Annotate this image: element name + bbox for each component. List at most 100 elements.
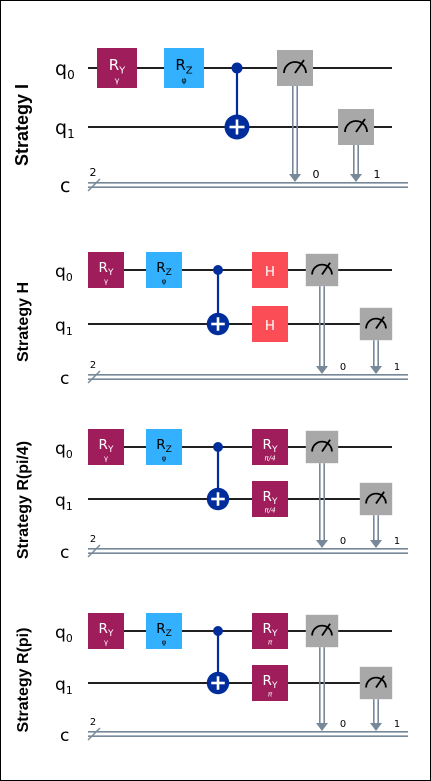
bundle-slash — [87, 178, 101, 192]
bundle-size: 2 — [90, 534, 96, 545]
register-label-q0-sub: 0 — [66, 448, 73, 461]
measure-1-meter-needle — [321, 439, 331, 453]
measure-2-arrow — [370, 366, 382, 374]
register-label-q1: q1 — [55, 675, 73, 697]
measure-2-bit: 1 — [394, 719, 400, 730]
measure-1-box — [277, 50, 313, 86]
gate-ry-extra-1-box — [252, 429, 288, 465]
measure-1-bit: 0 — [340, 719, 346, 730]
gate-ry-extra-2-label-sub: Y — [271, 681, 278, 691]
measure-2-box — [359, 666, 393, 700]
register-label-q0-main: q — [55, 623, 66, 643]
strategy-label: Strategy H — [15, 282, 32, 362]
measure-1-meter-needle — [321, 262, 331, 276]
gate-ry-extra-2-label-main: R — [263, 673, 272, 689]
register-label-q0: q0 — [55, 58, 75, 82]
measure-1-arrow — [316, 366, 328, 374]
measure-1-meter-needle — [321, 623, 331, 637]
gate-ry-1-label-main: R — [99, 260, 108, 276]
gate-ry-extra-2-label-sub: Y — [271, 497, 278, 507]
gate-ry-1-label-sub: Y — [107, 629, 114, 639]
register-label-q1-sub: 1 — [67, 127, 75, 141]
register-label-q1: q1 — [55, 117, 75, 141]
gate-ry-1-param: γ — [104, 638, 109, 647]
register-label-q0-main: q — [55, 58, 67, 80]
register-label-q1-sub: 1 — [66, 500, 73, 513]
gate-rz-2-label-main: R — [156, 437, 165, 453]
gate-ry-extra-1-label: RY — [263, 437, 278, 455]
gate-rz-2-box — [164, 48, 204, 88]
gate-ry-extra-2-param: π — [268, 690, 273, 699]
gate-rz-2-label-sub: Z — [186, 66, 193, 77]
gate-ry-1-label: RY — [109, 56, 126, 77]
bundle-slash — [87, 544, 101, 558]
gate-rz-2-label: RZ — [175, 56, 192, 77]
bundle-size: 2 — [90, 360, 96, 371]
register-label-q0-sub: 0 — [66, 271, 73, 284]
register-label-q0: q0 — [55, 439, 73, 461]
bundle-slash — [87, 370, 101, 384]
strategy-label: Strategy R(pi) — [15, 628, 32, 733]
gate-rz-2-label: RZ — [156, 621, 172, 639]
cnot-control-dot — [213, 626, 223, 636]
gate-ry-1-param: γ — [104, 454, 109, 463]
measure-2-meter-arc — [365, 492, 387, 504]
cnot-control-dot — [231, 62, 243, 74]
measure-2-meter-arc — [365, 317, 387, 329]
gate-ry-1-box — [88, 429, 124, 465]
measure-1-meter-arc — [311, 624, 333, 636]
gate-ry-1-label-sub: Y — [107, 445, 114, 455]
register-label-q0: q0 — [55, 623, 73, 645]
gate-ry-1-label-main: R — [99, 621, 108, 637]
register-label-c: c — [60, 175, 70, 197]
bundle-slash — [87, 727, 101, 741]
measure-1-bit: 0 — [313, 168, 320, 181]
gate-rz-2-label-main: R — [156, 621, 165, 637]
register-label-q0: q0 — [55, 262, 73, 284]
bundle-size: 2 — [90, 717, 96, 728]
register-label-q1-main: q — [55, 117, 67, 139]
gate-ry-extra-1-param: π — [268, 638, 273, 647]
register-label-q1-main: q — [55, 675, 66, 695]
measure-2-meter-arc — [344, 120, 368, 133]
strategy-label: Strategy I — [12, 84, 32, 166]
gate-ry-extra-1-box — [252, 613, 288, 649]
measure-2-bit: 1 — [374, 168, 381, 181]
gate-rz-2-box — [146, 613, 182, 649]
gate-rz-2-label-main: R — [156, 260, 165, 276]
gate-ry-extra-2-param: π/4 — [264, 506, 276, 515]
measure-2-box — [359, 482, 393, 516]
gate-ry-1-label: RY — [99, 621, 114, 639]
measure-2-meter-arc — [365, 676, 387, 688]
gate-ry-extra-1-label-sub: Y — [271, 629, 278, 639]
gate-rz-2-label-sub: Z — [166, 445, 172, 455]
measure-1-meter-arc — [283, 61, 307, 74]
measure-2-arrow — [370, 723, 382, 731]
gate-ry-extra-2-label: RY — [263, 673, 278, 691]
register-label-c: c — [60, 726, 69, 746]
measure-2-bit: 1 — [394, 362, 400, 373]
register-label-q1: q1 — [55, 316, 73, 338]
measure-2-arrow — [370, 540, 382, 548]
gate-ry-extra-2-label-main: R — [263, 489, 272, 505]
gate-ry-extra-1-param: π/4 — [264, 454, 276, 463]
measure-2-meter-needle — [375, 491, 385, 505]
gate-ry-1-box — [88, 252, 124, 288]
measure-2-meter-needle — [375, 675, 385, 689]
gate-ry-extra-1-label-main: R — [263, 437, 272, 453]
measure-1-meter-needle — [294, 59, 305, 74]
gate-h-extra-1-box — [252, 252, 288, 288]
measure-2-box — [359, 307, 393, 341]
measure-1-arrow — [289, 174, 301, 182]
register-label-q0-sub: 0 — [66, 632, 73, 645]
register-label-q1-main: q — [55, 316, 66, 336]
measure-1-bit: 0 — [340, 362, 346, 373]
gate-rz-2-param: φ — [181, 76, 186, 85]
measure-2-box — [338, 109, 374, 145]
register-label-q0-main: q — [55, 262, 66, 282]
strategy-label: Strategy R(pi/4) — [15, 441, 32, 559]
gate-ry-1-label: RY — [99, 437, 114, 455]
